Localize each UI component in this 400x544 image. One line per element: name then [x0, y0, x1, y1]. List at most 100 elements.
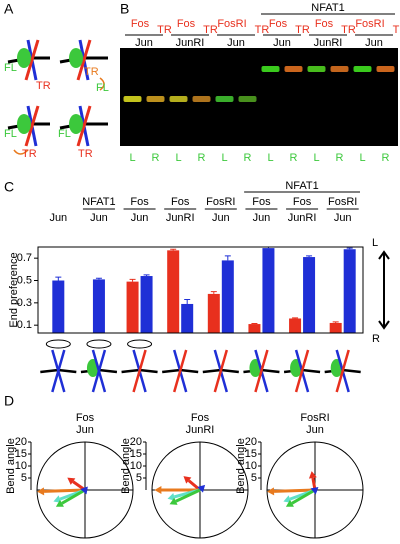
bar — [329, 322, 342, 333]
lane-sub: TR — [255, 24, 270, 36]
arrow-head — [80, 486, 88, 495]
bar — [289, 318, 302, 333]
arrow-head — [55, 499, 64, 507]
diagram — [7, 39, 108, 155]
polar-title: Jun — [76, 424, 94, 436]
error-bar — [251, 323, 258, 325]
gel — [120, 48, 398, 146]
strand — [91, 349, 107, 393]
complex-icon — [324, 349, 361, 393]
r-tick-label: 20 — [130, 436, 142, 448]
category-label: JunRI — [288, 212, 317, 224]
lane-label: R — [336, 152, 344, 164]
complex-icon — [202, 349, 239, 393]
lane-label: L — [221, 152, 227, 164]
arrow-head — [67, 477, 76, 485]
arrow-head — [308, 471, 317, 479]
fl-label: FL — [4, 128, 17, 140]
lane-top: Fos — [177, 18, 196, 30]
error-bar — [224, 255, 231, 261]
group-label: NFAT1 — [285, 180, 318, 192]
fl-label: FL — [96, 82, 109, 94]
r-tick-label: 15 — [15, 448, 27, 460]
category-label: Jun — [212, 212, 230, 224]
bend-arrow — [308, 471, 317, 491]
bar — [248, 324, 261, 333]
strand — [254, 349, 269, 393]
gel-bands — [123, 66, 395, 102]
end-label: R — [372, 333, 380, 345]
complex-icon — [243, 349, 280, 393]
error-bar — [184, 298, 191, 304]
arrow-head — [37, 487, 45, 496]
arrow-shaft — [175, 488, 201, 503]
lane-sub: TR — [341, 24, 356, 36]
polar-title: JunRI — [186, 424, 215, 436]
gel-band — [238, 96, 257, 102]
gel-band — [146, 96, 165, 102]
y-tick-label: 0.5 — [17, 274, 32, 286]
category-top: FosRI — [206, 196, 235, 208]
r-tick-label: 5 — [251, 472, 257, 484]
bar — [181, 303, 194, 333]
arrow-head — [169, 497, 178, 505]
lane-sub: TR — [157, 24, 172, 36]
bend-arrow — [154, 486, 200, 494]
strand — [335, 349, 350, 393]
error-bar — [55, 276, 62, 281]
fl-label: FL — [4, 62, 17, 74]
arrow-head — [285, 499, 294, 507]
error-bar — [292, 317, 299, 319]
polar-title: Fos — [76, 412, 95, 424]
category-label: Jun — [253, 212, 271, 224]
r-axis-label: Bend angle — [235, 438, 247, 494]
error-bar — [170, 248, 177, 251]
lane-bottom: JunRI — [314, 37, 343, 49]
gel-band — [261, 66, 280, 72]
arrow-head — [197, 484, 206, 493]
panel-label: B — [120, 1, 129, 17]
strand — [172, 349, 188, 393]
r-tick-label: 15 — [245, 448, 257, 460]
lane-label: L — [313, 152, 319, 164]
panel-label: C — [4, 179, 14, 195]
category-top: Fos — [171, 196, 190, 208]
bend-arrow — [55, 488, 86, 507]
bend-arrow — [169, 488, 201, 505]
complex-icon — [80, 339, 118, 393]
error-bar — [129, 278, 136, 282]
arrow-shaft — [43, 488, 86, 493]
lane-label: R — [244, 152, 252, 164]
lane-bottom: Jun — [135, 37, 153, 49]
category-top: NFAT1 — [82, 196, 115, 208]
bar — [140, 276, 153, 333]
lane-bottom: Jun — [273, 37, 291, 49]
lane-label: L — [359, 152, 365, 164]
lane-bottom: Jun — [227, 37, 245, 49]
plot-frame — [37, 246, 364, 334]
fl-label: FL — [58, 128, 71, 140]
lane-top: Fos — [131, 18, 150, 30]
rotation-icon — [86, 339, 112, 349]
complex-icon — [162, 349, 199, 393]
error-bar — [143, 274, 150, 277]
category-label: JunRI — [166, 212, 195, 224]
category-label: Jun — [334, 212, 352, 224]
bend-arrow — [183, 476, 201, 492]
complex-icon — [121, 339, 158, 393]
lane-top: Fos — [269, 18, 288, 30]
lane-label: R — [382, 152, 390, 164]
category-label: Jun — [131, 212, 149, 224]
arrow-shaft — [273, 488, 316, 493]
complex-icon — [40, 339, 77, 393]
tr-label: TR — [36, 80, 51, 92]
r-tick-label: 20 — [245, 436, 257, 448]
panel-label: A — [4, 1, 14, 17]
y-tick-label: 0.3 — [17, 297, 32, 309]
bend-arrow — [285, 488, 316, 507]
end-arrow — [378, 250, 390, 330]
strand — [51, 349, 66, 393]
y-tick-label: 0.1 — [17, 319, 32, 331]
bar — [262, 248, 275, 333]
